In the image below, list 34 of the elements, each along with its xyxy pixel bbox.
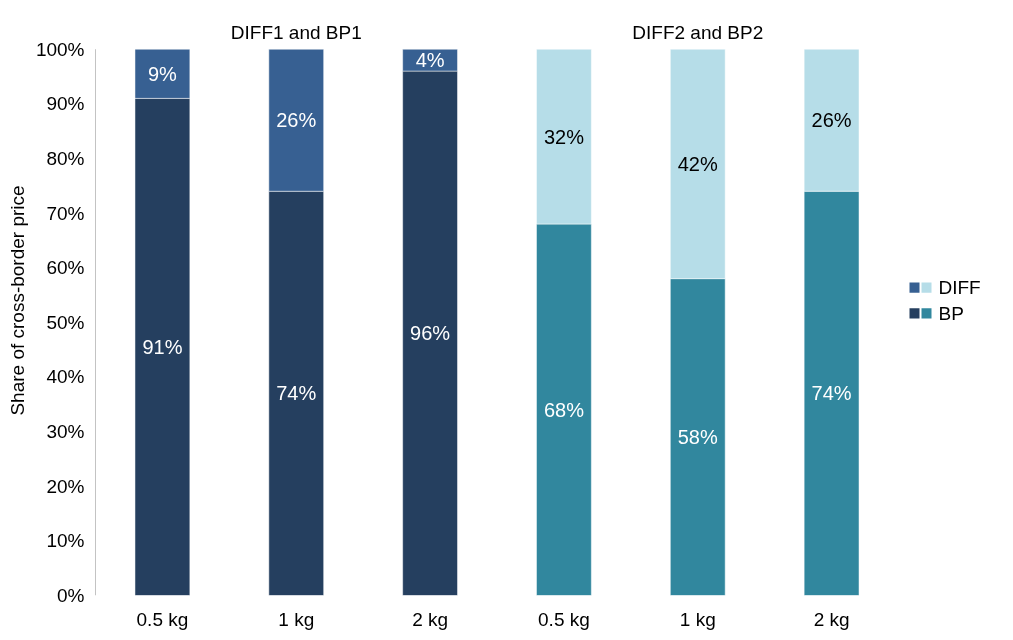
y-tick-label: 90%: [46, 93, 85, 115]
y-tick-label: 20%: [46, 475, 85, 497]
y-tick-label: 100%: [35, 38, 85, 60]
x-tick-label: 0.5 kg: [538, 608, 590, 630]
y-tick-label: 70%: [46, 202, 85, 224]
data-label: 96%: [410, 322, 451, 345]
x-tick-label: 1 kg: [679, 608, 716, 630]
y-tick-label: 10%: [46, 530, 85, 552]
legend-label: BP: [938, 302, 964, 324]
y-tick-label: 30%: [46, 421, 85, 443]
data-label: 58%: [677, 426, 718, 449]
y-tick-label: 40%: [46, 366, 85, 388]
x-tick-label: 0.5 kg: [136, 608, 189, 630]
data-label: 74%: [276, 382, 317, 405]
data-label: 74%: [811, 382, 852, 405]
text: DIFF2 and BP2: [632, 22, 764, 44]
legend-label: DIFF: [938, 277, 981, 299]
data-label: 26%: [811, 109, 852, 132]
data-label: 91%: [142, 335, 183, 358]
y-axis-title: Share of cross-border price: [6, 185, 28, 416]
x-tick-label: 2 kg: [813, 608, 850, 630]
y-tick-label: 0%: [57, 585, 85, 606]
data-label: 9%: [147, 62, 178, 85]
y-tick-label: 50%: [46, 311, 85, 333]
x-tick-label: 1 kg: [278, 608, 315, 630]
y-tick-label: 60%: [46, 257, 85, 279]
data-label: 68%: [543, 398, 585, 421]
data-label: 26%: [276, 109, 317, 132]
text: DIFF1 and BP1: [230, 22, 362, 44]
x-tick-label: 2 kg: [412, 608, 449, 630]
data-label: 4%: [415, 49, 445, 72]
data-label: 32%: [543, 125, 585, 148]
data-label: 42%: [677, 152, 718, 175]
y-tick-label: 80%: [46, 147, 85, 169]
